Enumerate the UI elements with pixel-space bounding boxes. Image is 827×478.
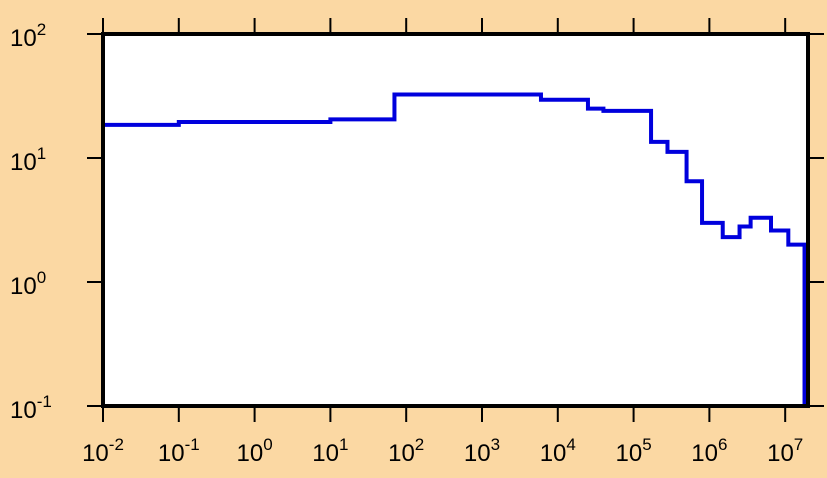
labels-layer: 10-2 10-1 100 101 102 103 104 105 106 10710-11001… — [10, 20, 803, 467]
ticks-layer — [87, 18, 824, 422]
x-tick-label-4: 102 — [388, 435, 424, 467]
x-tick-exponent: 0 — [263, 435, 272, 454]
x-tick-base: 10 — [158, 440, 185, 467]
x-tick-base: 10 — [237, 440, 264, 467]
x-tick-exponent: -1 — [185, 435, 200, 454]
y-tick-base: 10 — [10, 25, 37, 52]
y-tick-label-2: 101 — [10, 144, 46, 176]
x-tick-label-8: 106 — [691, 435, 727, 467]
x-tick-exponent: 6 — [718, 435, 727, 454]
x-tick-base: 10 — [691, 440, 718, 467]
y-tick-exponent: 1 — [37, 144, 46, 163]
y-tick-base: 10 — [10, 149, 37, 176]
x-tick-exponent: 2 — [415, 435, 424, 454]
series-layer — [101, 92, 807, 406]
x-tick-base: 10 — [540, 440, 567, 467]
y-tick-label-1: 100 — [10, 268, 46, 300]
y-tick-label-0: 10-1 — [10, 392, 52, 424]
x-tick-label-5: 103 — [464, 435, 500, 467]
y-tick-base: 10 — [10, 273, 37, 300]
x-tick-label-2: 100 — [237, 435, 273, 467]
x-tick-exponent: 7 — [794, 435, 803, 454]
x-tick-exponent: 5 — [642, 435, 651, 454]
x-tick-label-3: 101 — [312, 435, 348, 467]
x-tick-label-0: 10-2 — [82, 435, 124, 467]
x-tick-label-6: 104 — [540, 435, 576, 467]
x-tick-base: 10 — [616, 440, 643, 467]
series-step-line-0 — [101, 92, 807, 406]
y-tick-exponent: 2 — [37, 20, 46, 39]
x-tick-exponent: 4 — [566, 435, 575, 454]
x-tick-exponent: 3 — [491, 435, 500, 454]
x-tick-base: 10 — [464, 440, 491, 467]
y-tick-exponent: 0 — [37, 268, 46, 287]
x-tick-exponent: 1 — [339, 435, 348, 454]
x-tick-base: 10 — [388, 440, 415, 467]
x-tick-label-1: 10-1 — [158, 435, 200, 467]
x-tick-base: 10 — [82, 440, 109, 467]
x-tick-base: 10 — [767, 440, 794, 467]
x-tick-label-7: 105 — [616, 435, 652, 467]
x-tick-label-9: 107 — [767, 435, 803, 467]
x-tick-base: 10 — [312, 440, 339, 467]
plot-frame — [101, 32, 810, 408]
x-tick-exponent: -2 — [109, 435, 124, 454]
y-tick-base: 10 — [10, 397, 37, 424]
y-tick-exponent: -1 — [37, 392, 52, 411]
y-tick-label-3: 102 — [10, 20, 46, 52]
